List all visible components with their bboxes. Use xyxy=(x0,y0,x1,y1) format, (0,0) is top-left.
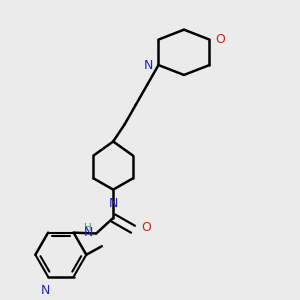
Text: N: N xyxy=(109,197,118,210)
Text: N: N xyxy=(41,284,50,297)
Text: N: N xyxy=(144,58,153,72)
Text: O: O xyxy=(142,221,152,234)
Text: H: H xyxy=(84,224,92,233)
Text: O: O xyxy=(215,33,225,46)
Text: N: N xyxy=(84,226,93,238)
